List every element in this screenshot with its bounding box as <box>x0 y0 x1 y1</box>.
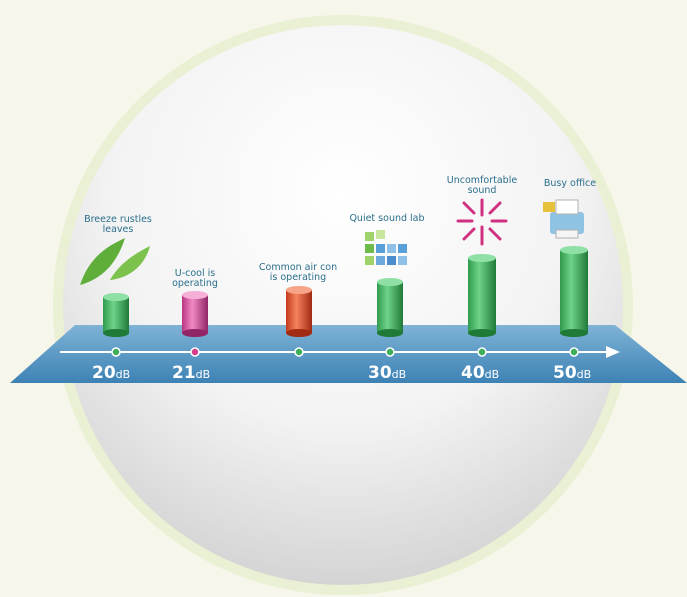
level-unit: dB <box>392 368 407 381</box>
axis-arrow <box>606 346 620 358</box>
cylinder <box>182 291 208 337</box>
caption: U-cool is <box>175 268 216 279</box>
level-number: 20 <box>92 363 116 383</box>
caption: is operating <box>270 272 326 283</box>
level-unit: dB <box>196 368 211 381</box>
disc <box>63 25 623 585</box>
cylinder <box>560 246 588 337</box>
captions: Breeze rustles leaves U-cool is operatin… <box>84 175 596 289</box>
caption: operating <box>172 278 218 289</box>
cylinders <box>103 246 588 337</box>
level-unit: dB <box>116 368 131 381</box>
level-number: 30 <box>368 363 392 383</box>
caption: Uncomfortable <box>447 175 518 186</box>
caption: Quiet sound lab <box>349 213 424 224</box>
level-number: 40 <box>461 363 485 383</box>
level: 21dB <box>172 363 210 383</box>
levels: 20dB 21dB 30dB 40dB 50dB <box>92 363 591 383</box>
printer-icon <box>543 199 584 239</box>
cylinder <box>377 278 403 337</box>
caption: Breeze rustles <box>84 214 152 225</box>
pixel-icon <box>365 230 407 265</box>
axis-dots <box>111 347 579 357</box>
caption: Busy office <box>544 178 596 189</box>
cylinder <box>286 286 312 337</box>
caption: leaves <box>103 224 134 235</box>
level: 30dB <box>368 363 406 383</box>
level-number: 50 <box>553 363 577 383</box>
level-number: 21 <box>172 363 196 383</box>
caption: Common air con <box>259 262 337 273</box>
level: 50dB <box>553 363 591 383</box>
caption: sound <box>468 185 497 196</box>
floor <box>10 325 687 383</box>
level-unit: dB <box>485 368 500 381</box>
cylinder <box>103 293 129 337</box>
burst-icon <box>456 198 508 246</box>
leaves-icon <box>80 238 150 285</box>
cylinder <box>468 254 496 337</box>
level: 40dB <box>461 363 499 383</box>
level: 20dB <box>92 363 130 383</box>
level-unit: dB <box>577 368 592 381</box>
